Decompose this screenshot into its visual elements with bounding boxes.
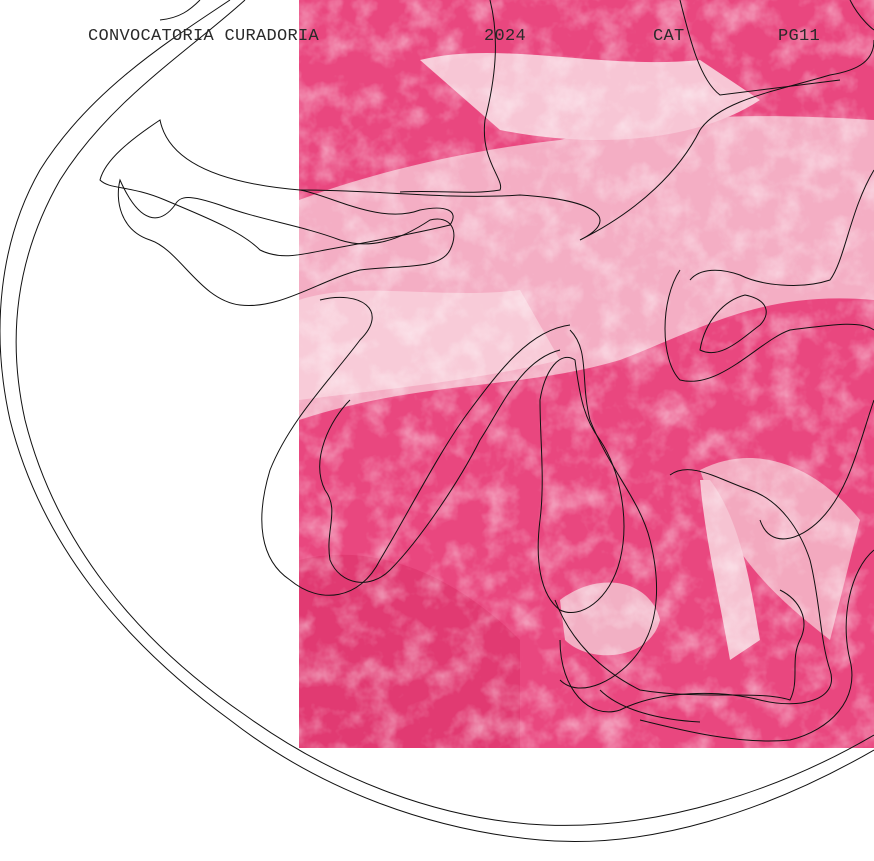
contour-lines <box>0 0 874 843</box>
language: CAT <box>653 27 685 46</box>
pink-photo <box>299 0 874 748</box>
year: 2024 <box>484 27 526 46</box>
header: CONVOCATORIA CURADORIA 2024 CAT PG11 <box>88 27 820 46</box>
title: CONVOCATORIA CURADORIA <box>88 27 320 46</box>
page-number: PG11 <box>778 27 820 46</box>
